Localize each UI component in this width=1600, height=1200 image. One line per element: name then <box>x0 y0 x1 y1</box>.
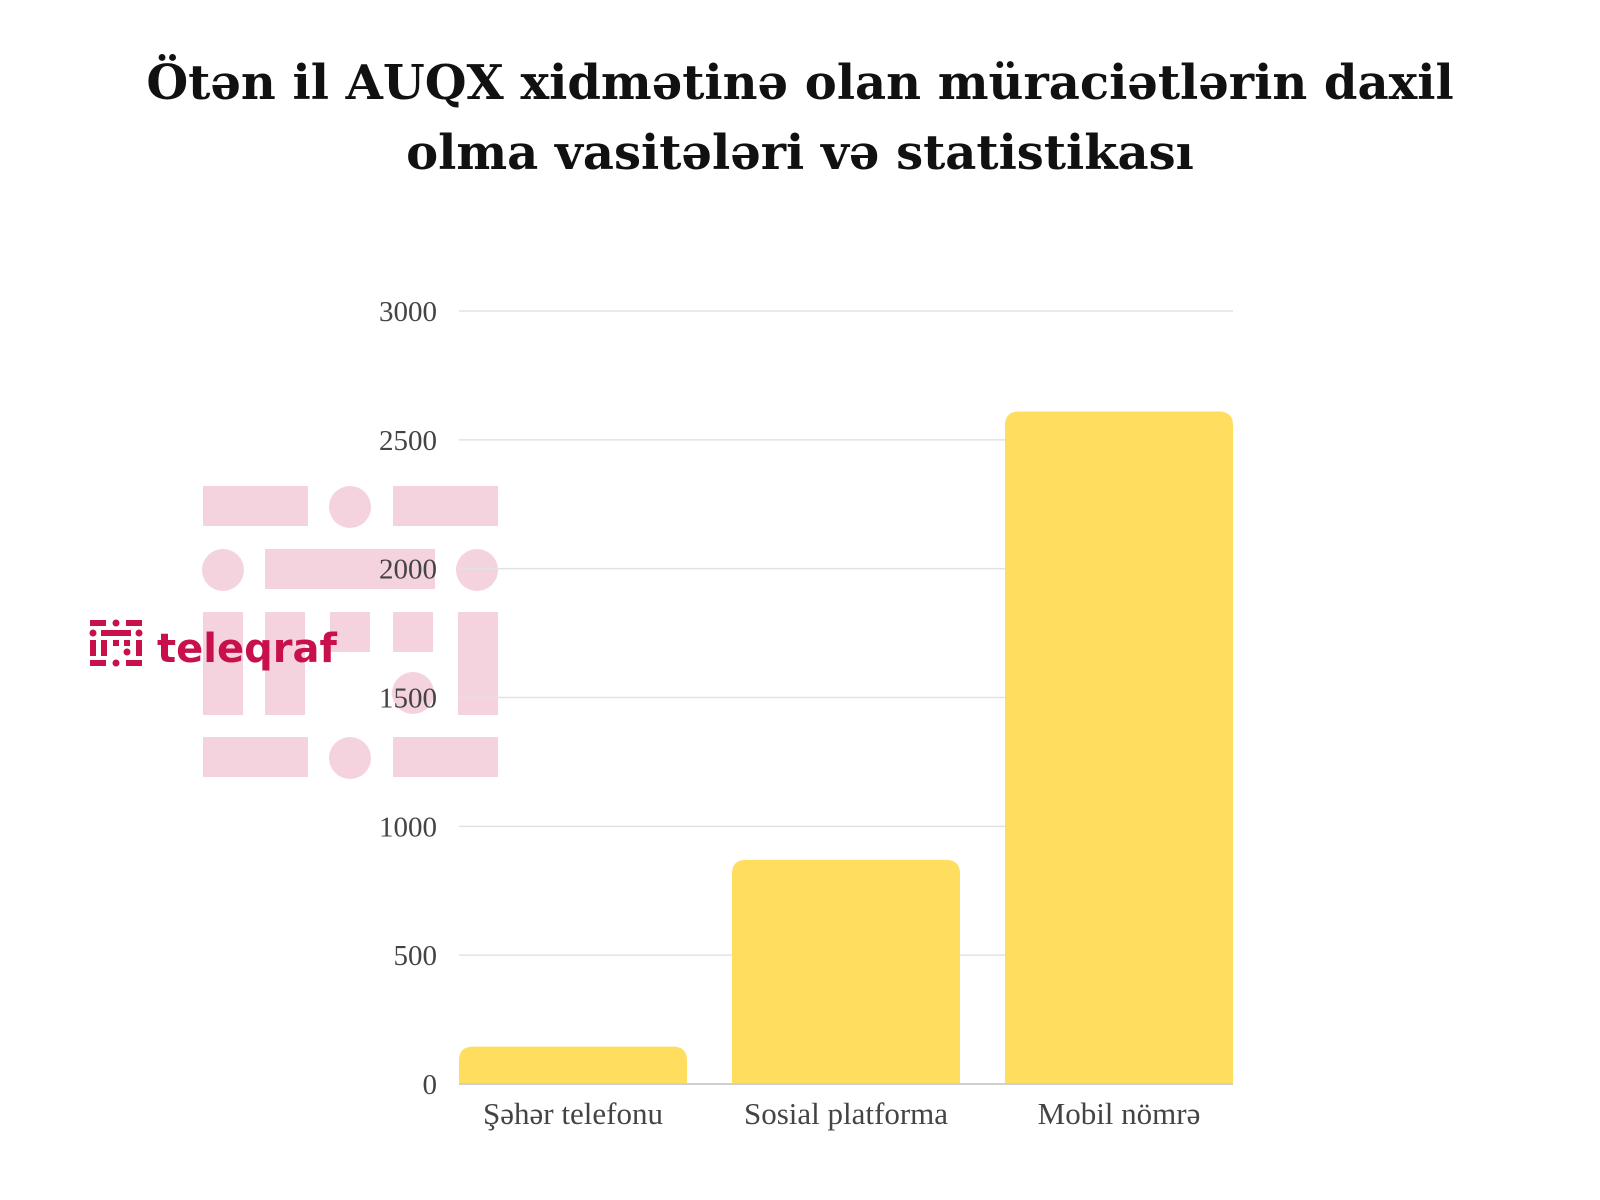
y-tick-label: 3000 <box>379 296 437 328</box>
x-tick-label: Mobil nömrə <box>1038 1096 1201 1131</box>
watermark-logo-large <box>202 486 498 779</box>
bar <box>459 1046 687 1084</box>
x-tick-label: Şəhər telefonu <box>483 1096 663 1131</box>
y-tick-label: 0 <box>423 1069 438 1101</box>
teleqraf-logo: teleqraf <box>89 619 337 672</box>
x-tick-label: Sosial platforma <box>744 1096 948 1131</box>
y-tick-label: 500 <box>394 940 438 972</box>
y-tick-label: 2500 <box>379 425 437 457</box>
chart-title-line-1: Ötən il AUQX xidmətinə olan müraciətləri… <box>146 55 1454 111</box>
y-axis: 0 500 1000 1500 2000 2500 3000 <box>379 296 437 1101</box>
y-tick-label: 2000 <box>379 554 437 586</box>
teleqraf-logo-text: teleqraf <box>157 626 337 672</box>
chart-title: Ötən il AUQX xidmətinə olan müraciətləri… <box>0 48 1600 188</box>
bar <box>1005 411 1233 1084</box>
bars <box>459 411 1233 1084</box>
teleqraf-logo-icon <box>89 619 143 667</box>
bar <box>732 859 960 1084</box>
y-tick-label: 1500 <box>379 683 437 715</box>
x-axis: Şəhər telefonu Sosial platforma Mobil nömr… <box>483 1096 1200 1131</box>
chart-title-line-2: olma vasitələri və statistikası <box>406 125 1194 181</box>
y-tick-label: 1000 <box>379 811 437 843</box>
